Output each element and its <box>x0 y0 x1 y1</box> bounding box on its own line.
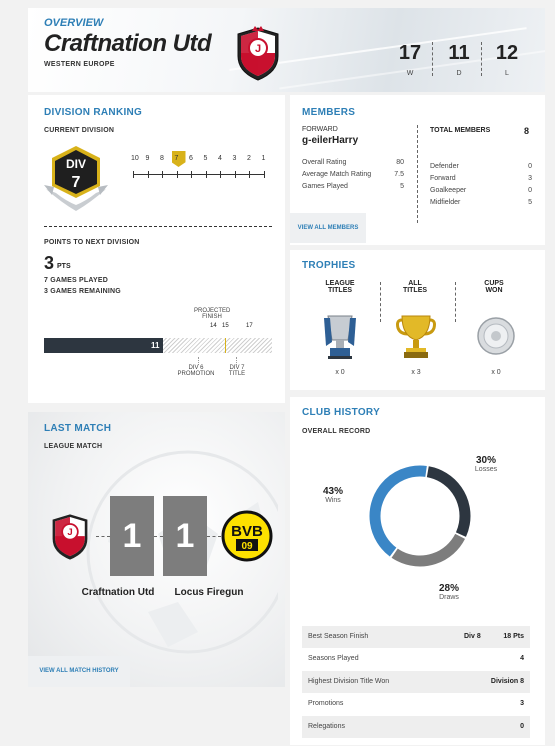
away-logo-top: BVB <box>231 523 263 540</box>
division-scale-label: 9 <box>145 155 150 162</box>
history-row: Best Season Finish Div 8 18 Pts <box>302 626 530 649</box>
projected-finish-label: PROJECTED FINISH <box>194 308 231 320</box>
division-scale-label: 10 <box>131 155 139 162</box>
overall-record-label: OVERALL RECORD <box>302 428 371 435</box>
home-team-name[interactable]: Craftnation Utd <box>81 587 155 598</box>
club-region: WESTERN EUROPE <box>44 61 115 68</box>
cup-plate-icon <box>477 317 515 355</box>
match-type: LEAGUE MATCH <box>44 443 103 450</box>
trophies-title: TROPHIES <box>302 260 356 271</box>
division-badge-number: 7 <box>72 174 81 191</box>
club-crest-icon: J <box>237 26 279 81</box>
bar-tick-17: 17 <box>246 323 253 329</box>
league-titles-count: x 0 <box>335 369 345 376</box>
home-team-crest-icon: J <box>52 514 88 560</box>
division-scale-label: 5 <box>203 155 208 162</box>
away-logo-bottom: 09 <box>241 541 253 552</box>
games-remaining: 3 GAMES REMAINING <box>44 288 121 295</box>
points-to-next-label: POINTS TO NEXT DIVISION <box>44 239 140 246</box>
division-scale: 10 9 8 7 6 5 4 3 2 1 <box>131 151 273 185</box>
stat-divider <box>432 42 433 76</box>
title-label: DIV 7 TITLE <box>228 365 246 377</box>
division-badge-top: DIV <box>66 157 86 171</box>
all-titles-count: x 3 <box>411 369 421 376</box>
members-breakdown: Defender 0 Forward 3 Goalkeeper 0 Midfielde… <box>430 163 532 206</box>
division-scale-label: 8 <box>160 155 164 162</box>
club-name: Craftnation Utd <box>44 30 212 57</box>
division-scale-label: 2 <box>247 155 251 162</box>
last-match-title: LAST MATCH <box>44 423 112 434</box>
points-value: 3 <box>44 253 55 273</box>
wins-legend: 43% Wins <box>322 486 343 504</box>
overview-header: OVERVIEW Craftnation Utd WESTERN EUROPE … <box>28 8 545 92</box>
losses-legend: 30% Losses <box>474 455 498 473</box>
section-divider <box>44 226 272 227</box>
promotion-label: DIV 6 PROMOTION <box>177 365 215 377</box>
draws-legend: 28% Draws <box>438 583 459 601</box>
league-titles-label: LEAGUE TITLES <box>325 280 355 294</box>
members-title: MEMBERS <box>302 107 356 118</box>
total-members-value: 8 <box>524 126 530 136</box>
bar-tick-14: 14 <box>210 323 217 329</box>
history-row: Promotions 3 <box>302 693 530 716</box>
trophies-panel: TROPHIES LEAGUE TITLES ALL TITLES CUPS WON … <box>290 250 545 390</box>
points-unit: PTS <box>57 263 71 270</box>
away-team-name[interactable]: Locus Firegun <box>174 587 244 598</box>
division-scale-label: 6 <box>189 155 193 162</box>
division-scale-label: 4 <box>218 155 222 162</box>
home-score: 1 <box>110 496 154 576</box>
current-points: 11 <box>150 341 160 350</box>
donut-slice-draws <box>369 465 471 567</box>
donut-slice-losses <box>369 465 471 567</box>
view-all-match-history-button[interactable]: VIEW ALL MATCH HISTORY <box>28 656 130 687</box>
losses-label: L <box>505 70 509 77</box>
svg-text:J: J <box>67 527 72 538</box>
members-divider <box>417 125 418 223</box>
player-stats: Overall Rating 80 Average Match Rating 7.5… <box>302 159 404 190</box>
current-division-marker <box>171 151 186 167</box>
draws-count: 11 <box>448 42 470 64</box>
current-division-label: CURRENT DIVISION <box>44 127 115 134</box>
cups-won-label: CUPS WON <box>484 280 504 294</box>
record-donut-chart <box>369 465 471 567</box>
all-titles-trophy-icon <box>396 315 436 358</box>
league-trophy-icon <box>324 315 356 359</box>
draws-label: D <box>456 70 462 77</box>
donut-slice-wins <box>369 465 471 567</box>
points-bar: 11 <box>44 338 272 353</box>
overview-title: OVERVIEW <box>44 17 104 29</box>
wins-count: 17 <box>398 42 422 64</box>
history-table: Best Season Finish Div 8 18 Pts Seasons … <box>302 626 530 738</box>
games-played: 7 GAMES PLAYED <box>44 277 109 284</box>
projected-marker <box>225 338 226 353</box>
player-position: FORWARD <box>302 126 338 133</box>
cups-won-count: x 0 <box>491 369 501 376</box>
history-row: Relegations 0 <box>302 715 530 738</box>
bar-tick-15: 15 <box>222 323 229 329</box>
history-row: Highest Division Title Won Division 8 <box>302 670 530 694</box>
points-bar-fill: 11 <box>44 338 164 353</box>
player-name[interactable]: g-eilerHarry <box>302 135 359 146</box>
last-match-panel: LAST MATCH LEAGUE MATCH J 1 1 BVB 09 Cra… <box>28 412 285 687</box>
division-ranking-panel: DIVISION RANKING CURRENT DIVISION DIV 7 … <box>28 95 285 403</box>
division-scale-label: 3 <box>232 155 237 162</box>
history-row: Seasons Played 4 <box>302 648 530 671</box>
svg-text:J: J <box>255 43 261 55</box>
division-badge-icon: DIV 7 <box>44 146 108 211</box>
stat-divider <box>481 42 482 76</box>
total-members-label: TOTAL MEMBERS <box>430 127 491 134</box>
away-score: 1 <box>163 496 207 576</box>
division-scale-label: 7 <box>174 155 179 162</box>
club-history-panel: CLUB HISTORY OVERALL RECORD 43% Wins 30%… <box>290 397 545 745</box>
members-panel: MEMBERS FORWARD g-eilerHarry Overall Rat… <box>290 95 545 245</box>
view-all-members-button[interactable]: VIEW ALL MEMBERS <box>290 213 366 243</box>
division-ranking-title: DIVISION RANKING <box>44 107 143 118</box>
away-team-crest-icon: BVB 09 <box>221 510 273 562</box>
losses-count: 12 <box>495 42 519 64</box>
wins-label: W <box>406 70 414 77</box>
division-scale-label: 1 <box>261 155 266 162</box>
club-history-title: CLUB HISTORY <box>302 407 381 418</box>
all-titles-label: ALL TITLES <box>402 280 428 294</box>
